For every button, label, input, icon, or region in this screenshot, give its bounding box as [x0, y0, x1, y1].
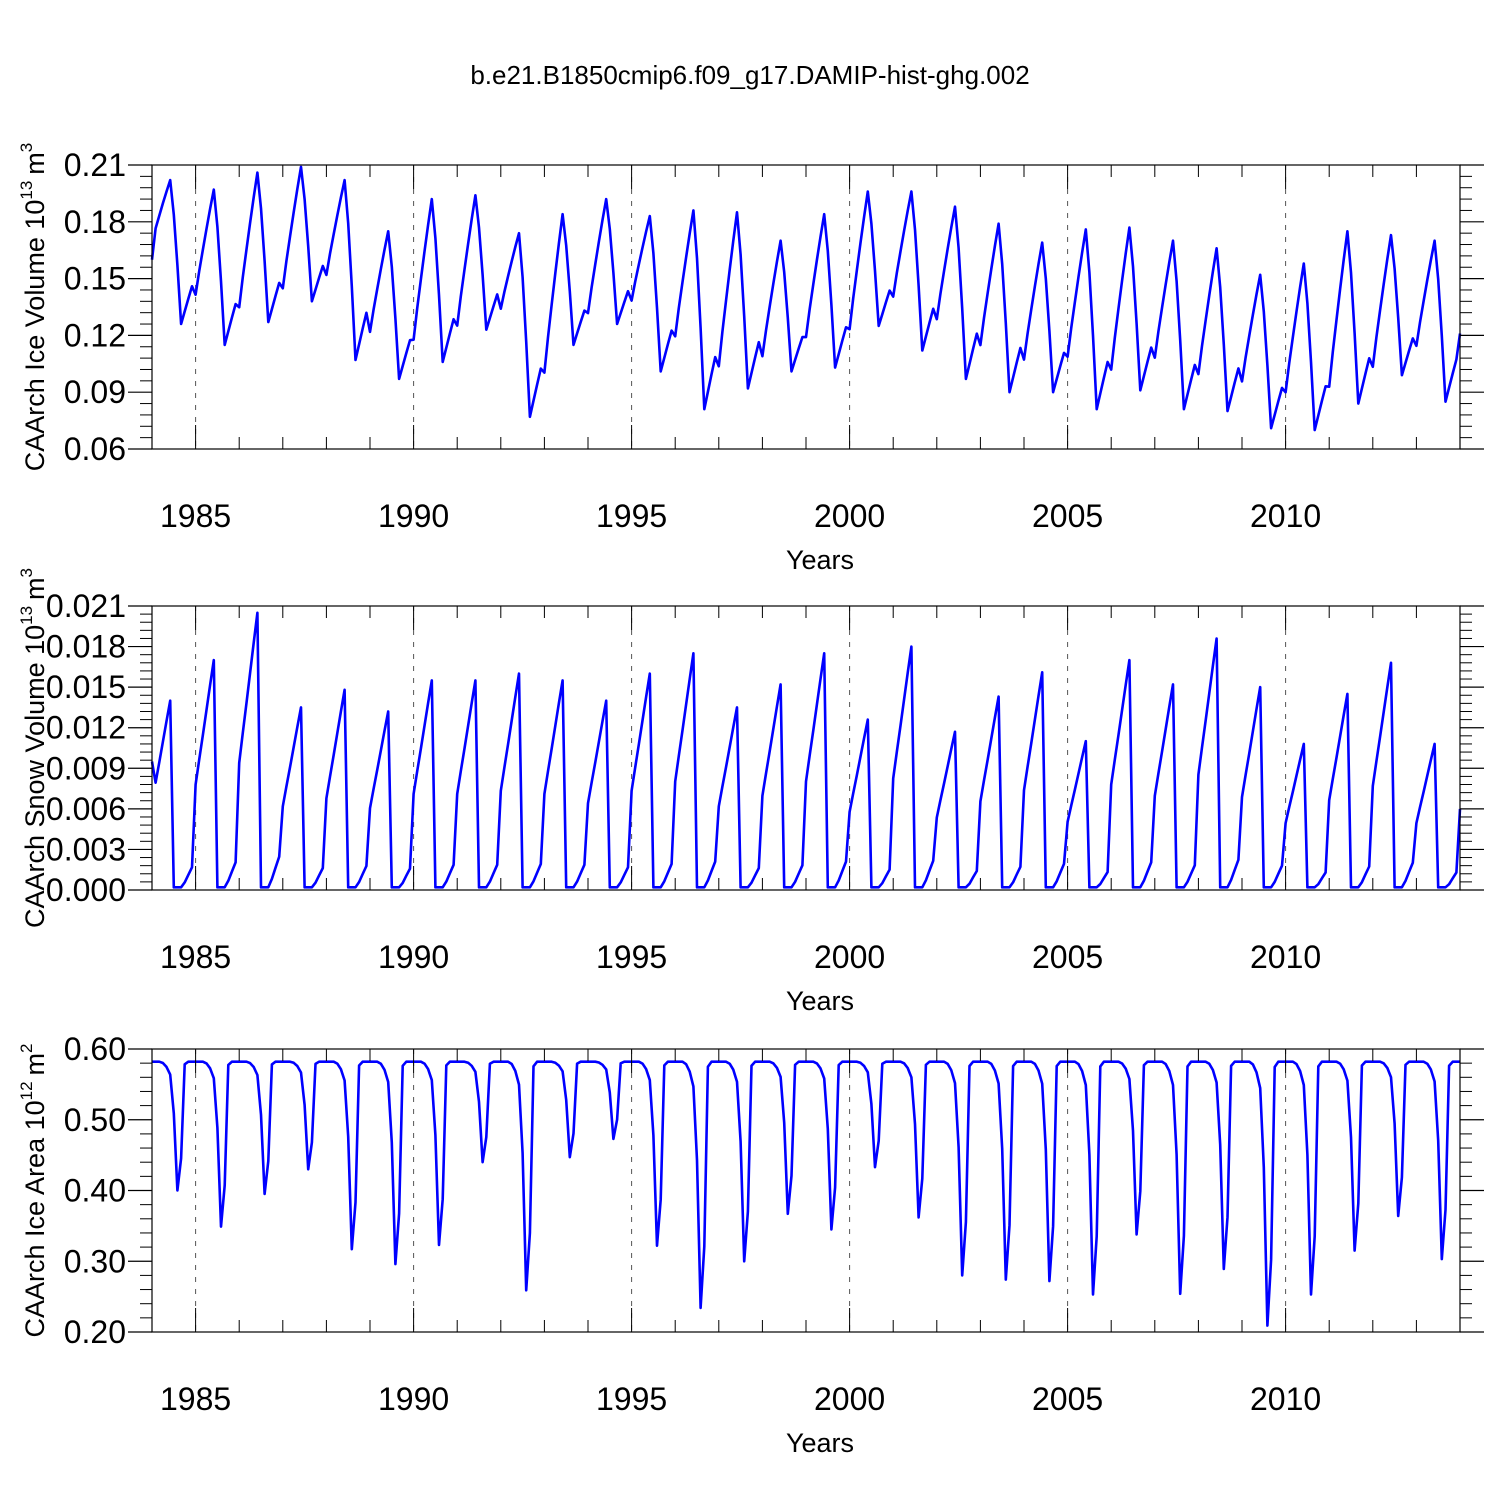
y-axis-label-unit: m	[20, 577, 50, 600]
y-tick-label: 0.009	[46, 750, 126, 786]
y-tick-label: 0.09	[64, 374, 126, 410]
y-tick-label: 0.021	[46, 588, 126, 624]
x-tick-label: 2010	[1250, 939, 1321, 975]
y-axis-label-text: CAArch Ice Volume 10	[20, 200, 50, 472]
y-tick-label: 0.21	[64, 147, 126, 183]
y-tick-label: 0.006	[46, 791, 126, 827]
y-axis-label: CAArch Snow Volume 1013 m3	[17, 568, 50, 928]
x-tick-label: 2010	[1250, 1381, 1321, 1417]
y-axis-label-unit: m	[20, 1053, 50, 1076]
x-tick-label: 2000	[814, 498, 885, 534]
x-tick-label: 2005	[1032, 498, 1103, 534]
y-tick-label: 0.018	[46, 629, 126, 665]
y-tick-label: 0.18	[64, 204, 126, 240]
y-tick-label: 0.015	[46, 669, 126, 705]
ice-volume-panel: 0.06 0.09 0.12 0.15 0.18 0.21 1985 1990 1995 2000…	[17, 143, 1484, 575]
y-axis-label-text: CAArch Ice Area 10	[20, 1100, 50, 1337]
y-axis-label-unit-exponent: 3	[17, 568, 36, 577]
data-series-line	[150, 611, 1462, 889]
y-axis-label-exponent: 13	[17, 181, 36, 200]
y-axis-label-text: CAArch Snow Volume 10	[20, 625, 50, 928]
x-tick-label: 1985	[160, 1381, 231, 1417]
ice-area-panel: 0.20 0.30 0.40 0.50 0.60 1985 1990 1995 2000 2005…	[17, 1031, 1484, 1458]
y-tick-label: 0.50	[64, 1102, 126, 1138]
x-tick-label: 2000	[814, 939, 885, 975]
x-axis-label: Years	[786, 1428, 854, 1458]
x-tick-label: 1985	[160, 939, 231, 975]
y-tick-label: 0.20	[64, 1314, 126, 1350]
x-tick-label: 1990	[378, 939, 449, 975]
x-axis-label: Years	[786, 986, 854, 1016]
y-axis-label: CAArch Ice Area 1012 m2	[17, 1043, 50, 1337]
x-tick-label: 2010	[1250, 498, 1321, 534]
y-axis-label-exponent: 13	[17, 606, 36, 625]
snow-volume-panel: 0.000 0.003 0.006 0.009 0.012 0.015 0.018 0.021…	[17, 568, 1484, 1016]
y-tick-label: 0.40	[64, 1173, 126, 1209]
data-series-line	[152, 1060, 1460, 1327]
x-tick-label: 1995	[596, 939, 667, 975]
x-axis-label: Years	[786, 545, 854, 575]
y-tick-label: 0.06	[64, 431, 126, 467]
x-tick-label: 1990	[378, 498, 449, 534]
x-tick-label: 2005	[1032, 939, 1103, 975]
figure-title: b.e21.B1850cmip6.f09_g17.DAMIP-hist-ghg.…	[470, 60, 1030, 90]
y-tick-label: 0.000	[46, 872, 126, 908]
x-tick-label: 1990	[378, 1381, 449, 1417]
y-axis-label-exponent: 12	[17, 1081, 36, 1100]
x-tick-label: 1995	[596, 498, 667, 534]
y-tick-label: 0.15	[64, 261, 126, 297]
x-tick-label: 1995	[596, 1381, 667, 1417]
y-axis-label-unit: m	[20, 152, 50, 175]
y-tick-label: 0.60	[64, 1031, 126, 1067]
y-tick-label: 0.012	[46, 710, 126, 746]
y-tick-label: 0.30	[64, 1243, 126, 1279]
x-tick-label: 2005	[1032, 1381, 1103, 1417]
y-tick-label: 0.12	[64, 317, 126, 353]
x-tick-label: 2000	[814, 1381, 885, 1417]
y-axis-label: CAArch Ice Volume 1013 m3	[17, 143, 50, 472]
y-axis-label-unit-exponent: 3	[17, 143, 36, 152]
x-tick-label: 1985	[160, 498, 231, 534]
y-axis-label-unit-exponent: 2	[17, 1043, 36, 1052]
y-tick-label: 0.003	[46, 831, 126, 867]
data-series-line	[150, 165, 1462, 432]
